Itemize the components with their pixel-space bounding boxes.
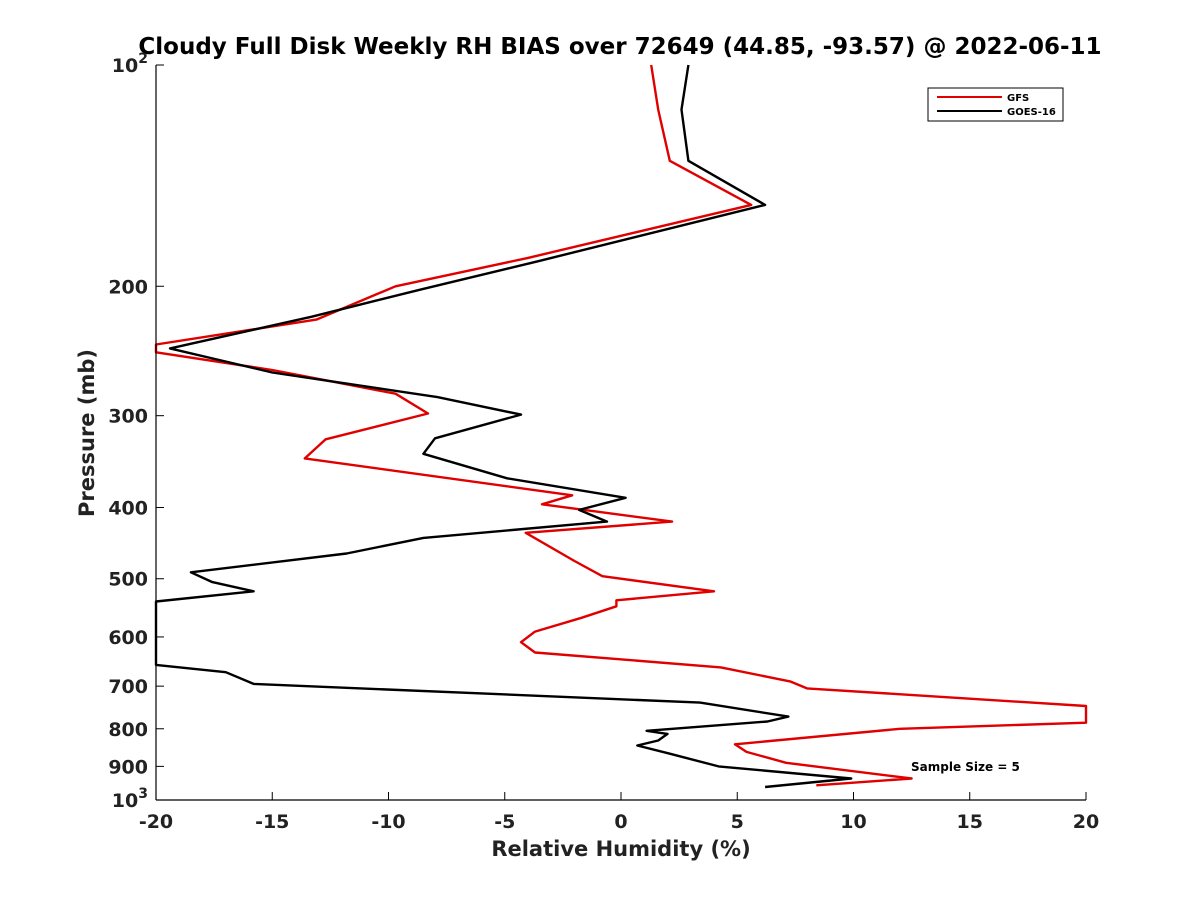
y-axis-title: Pressure (mb) <box>75 349 99 517</box>
y-tick-label: 500 <box>108 569 148 591</box>
y-tick-label: 103 <box>112 786 148 812</box>
x-tick-label: 0 <box>614 811 627 833</box>
x-tick-label: 15 <box>957 811 983 833</box>
y-tick-label: 400 <box>108 498 148 520</box>
y-tick-label: 200 <box>108 276 148 298</box>
legend-box <box>927 87 1064 122</box>
sample-size-annotation: Sample Size = 5 <box>911 760 1020 774</box>
x-tick-label: 20 <box>1073 811 1099 833</box>
legend: GFS GOES-16 <box>927 87 1064 122</box>
y-tick-label: 900 <box>108 756 148 778</box>
legend-label-gfs: GFS <box>1007 93 1029 104</box>
axes-layer <box>155 65 1086 801</box>
x-tick-label: -20 <box>139 811 173 833</box>
y-tick-label: 800 <box>108 719 148 741</box>
y-tick-label: 300 <box>108 406 148 428</box>
series-line-gfs <box>154 64 1088 787</box>
x-tick-label: -5 <box>494 811 515 833</box>
chart-title: Cloudy Full Disk Weekly RH BIAS over 726… <box>138 34 1101 60</box>
x-tick-label: -15 <box>255 811 289 833</box>
y-tick-label: 700 <box>108 676 148 698</box>
x-tick-label: 10 <box>840 811 866 833</box>
y-tick-label: 102 <box>112 51 148 77</box>
series-line-goes-16 <box>154 64 853 789</box>
x-ticks: -20 -15 -10 -5 0 5 10 15 20 <box>139 792 1099 833</box>
y-tick-label: 600 <box>108 627 148 649</box>
x-axis-title: Relative Humidity (%) <box>491 837 750 861</box>
series-layer <box>154 64 1088 789</box>
x-tick-label: 5 <box>731 811 744 833</box>
legend-label-goes16: GOES-16 <box>1007 107 1056 118</box>
x-tick-label: -10 <box>371 811 405 833</box>
y-ticks: 102 200 300 400 500 600 700 800 900 103 <box>108 51 164 812</box>
